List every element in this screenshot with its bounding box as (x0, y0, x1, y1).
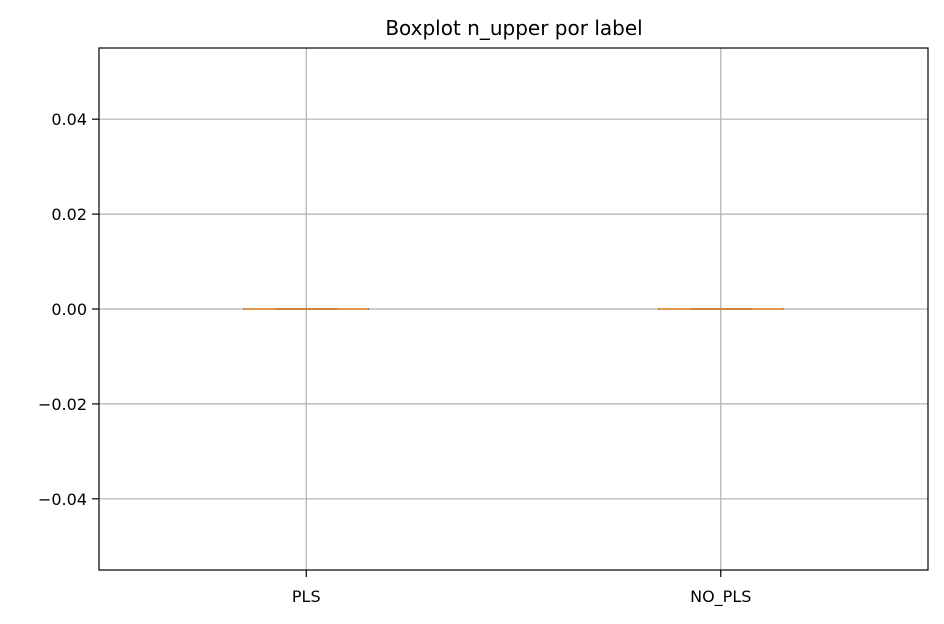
y-tick-label: 0.00 (51, 300, 87, 319)
grid-lines (99, 48, 928, 570)
x-tick-label: PLS (292, 587, 321, 606)
y-tick-label: 0.02 (51, 205, 87, 224)
y-axis: −0.04 −0.02 0.00 0.02 0.04 (38, 110, 99, 509)
chart-title: Boxplot n_upper por label (385, 16, 642, 40)
y-tick-label: −0.04 (38, 490, 87, 509)
x-tick-label: NO_PLS (690, 587, 751, 607)
y-tick-label: −0.02 (38, 395, 87, 414)
y-tick-label: 0.04 (51, 110, 87, 129)
x-axis: PLS NO_PLS (292, 570, 751, 607)
